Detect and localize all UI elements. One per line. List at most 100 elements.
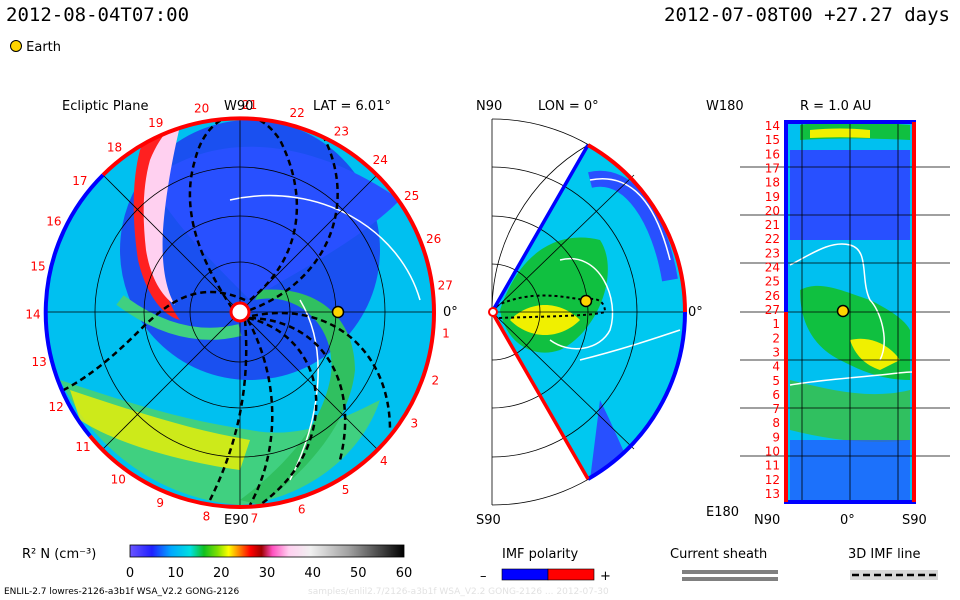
- imf3d-bg: [850, 570, 938, 580]
- imf-positive-swatch: [547, 568, 595, 581]
- radial-y-number: 2: [772, 331, 780, 345]
- radial-y-number: 19: [765, 190, 780, 204]
- colorbar-tick: 40: [304, 566, 321, 581]
- radial-y-number: 20: [765, 204, 780, 218]
- sector-number: 7: [251, 512, 259, 526]
- radial-y-number: 7: [772, 402, 780, 416]
- radial-y-number: 27: [765, 303, 780, 317]
- sector-number: 9: [156, 496, 164, 510]
- radial-corner-bl: E180: [706, 505, 739, 520]
- meridional-top-label: N90: [476, 99, 502, 114]
- imf-plus: +: [600, 569, 611, 584]
- colorbar-label: R² N (cm⁻³): [22, 547, 96, 562]
- radial-y-number: 13: [765, 487, 780, 501]
- sector-number: 27: [438, 279, 453, 293]
- radial-x-right: S90: [902, 513, 927, 528]
- sector-number: 24: [373, 153, 388, 167]
- date-left: 2012-08-04T07:00: [6, 4, 190, 26]
- radial-y-number: 8: [772, 416, 780, 430]
- earth-icon: [10, 40, 22, 52]
- colorbar-tick: 50: [350, 566, 367, 581]
- radial-x-left: N90: [754, 513, 780, 528]
- sector-number: 1: [442, 327, 450, 341]
- ecliptic-title: Ecliptic Plane: [62, 99, 148, 114]
- imf-legend: IMF polarity – +: [480, 547, 611, 584]
- ecliptic-lat-label: LAT = 6.01°: [313, 99, 391, 114]
- sector-number: 26: [426, 232, 441, 246]
- date-right: 2012-07-08T00 +27.27 days: [664, 4, 950, 26]
- meridional-bottom-label: S90: [476, 513, 501, 528]
- radial-y-number: 11: [765, 459, 780, 473]
- radial-y-number: 17: [765, 162, 780, 176]
- sector-number: 15: [30, 260, 45, 274]
- colorbar-gradient: [129, 544, 405, 558]
- sector-number: 17: [72, 174, 87, 188]
- model-text: ENLIL-2.7 lowres-2126-a3b1f WSA_V2.2 GON…: [4, 587, 240, 597]
- radial-y-number: 15: [765, 133, 780, 147]
- sector-number: 16: [46, 214, 61, 228]
- earth-marker-ecliptic: [331, 305, 345, 319]
- imf3d-title: 3D IMF line: [848, 547, 921, 562]
- sector-number: 11: [75, 440, 90, 454]
- faded-text: samples/enlil2.7/2126-a3b1f WSA_V2.2 GON…: [308, 587, 609, 597]
- sector-number: 19: [148, 116, 163, 130]
- colorbar-tick: 60: [396, 566, 413, 581]
- colorbar-tick: 30: [259, 566, 276, 581]
- sector-number: 25: [404, 189, 419, 203]
- radial-y-numbers: 1415161718192021222324252627123456789101…: [765, 119, 780, 501]
- sector-number: 20: [194, 102, 209, 116]
- sector-number: 12: [48, 400, 63, 414]
- sheath-line-1: [682, 570, 778, 574]
- radial-x-mid: 0°: [840, 513, 855, 528]
- radial-y-number: 1: [772, 317, 780, 331]
- sheath-line-2: [682, 577, 778, 581]
- imf-title: IMF polarity: [502, 547, 578, 562]
- sector-number: 21: [242, 98, 257, 112]
- colorbar-ticks: 0 10 20 30 40 50 60: [126, 566, 412, 581]
- radial-y-number: 5: [772, 374, 780, 388]
- radial-y-number: 24: [765, 261, 780, 275]
- radial-y-number: 3: [772, 346, 780, 360]
- radial-y-number: 26: [765, 289, 780, 303]
- radial-title: R = 1.0 AU: [800, 99, 871, 114]
- radial-y-number: 18: [765, 176, 780, 190]
- ecliptic-right-label: 0°: [443, 305, 458, 320]
- radial-y-number: 23: [765, 246, 780, 260]
- radial-y-number: 16: [765, 147, 780, 161]
- radial-y-number: 12: [765, 473, 780, 487]
- sheath-title: Current sheath: [670, 547, 767, 562]
- sector-number: 3: [410, 417, 418, 431]
- radial-y-number: 21: [765, 218, 780, 232]
- sector-number: 8: [203, 509, 211, 523]
- imf3d-legend: 3D IMF line: [848, 547, 938, 580]
- radial-corner-tl: W180: [706, 99, 744, 114]
- radial-y-number: 25: [765, 275, 780, 289]
- colorbar-tick: 0: [126, 566, 134, 581]
- imf-negative-swatch: [501, 568, 549, 581]
- sector-number: 4: [380, 454, 388, 468]
- radial-y-number: 22: [765, 232, 780, 246]
- sector-number: 14: [25, 307, 40, 321]
- sector-number: 2: [431, 374, 439, 388]
- earth-marker-radial: [836, 304, 850, 318]
- earth-legend: Earth: [10, 40, 61, 55]
- radial-y-number: 6: [772, 388, 780, 402]
- sector-number: 5: [342, 483, 350, 497]
- radial-y-number: 4: [772, 360, 780, 374]
- meridional-panel: N90 S90 LON = 0° 0°: [476, 99, 703, 528]
- sector-number: 10: [111, 473, 126, 487]
- radial-y-number: 14: [765, 119, 780, 133]
- earth-legend-label: Earth: [26, 40, 62, 55]
- sector-number: 23: [334, 125, 349, 139]
- sheath-legend: Current sheath: [670, 547, 778, 581]
- earth-marker-meridional: [579, 294, 593, 308]
- sector-number: 6: [298, 503, 306, 517]
- sector-number: 13: [31, 355, 46, 369]
- radial-y-number: 10: [765, 445, 780, 459]
- sun-marker: [229, 301, 251, 323]
- sector-number: 18: [107, 140, 122, 154]
- colorbar-tick: 20: [213, 566, 230, 581]
